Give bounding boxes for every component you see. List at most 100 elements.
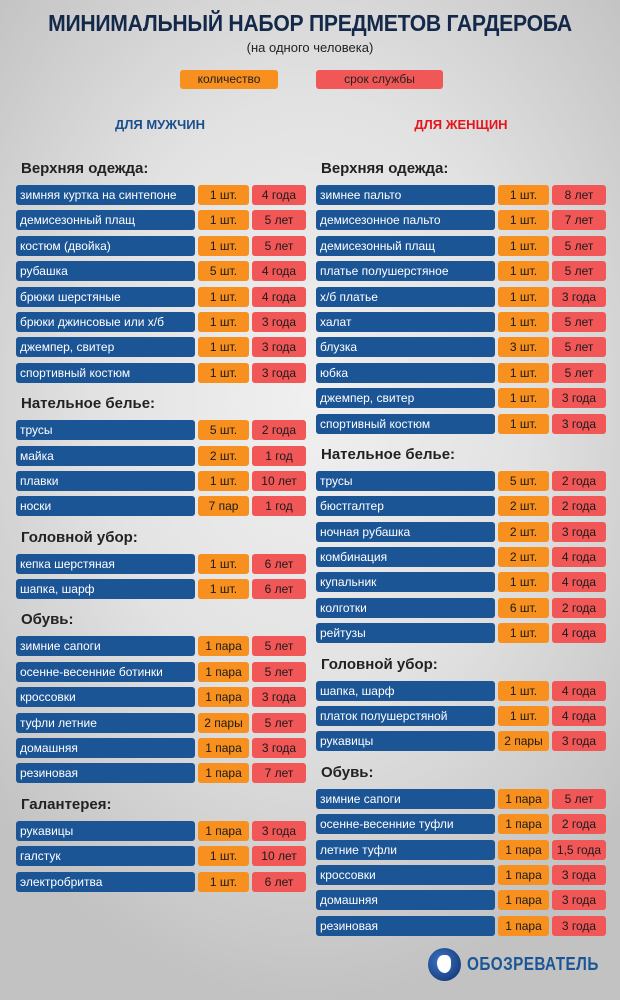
women-column-title: ДЛЯ ЖЕНЩИН [414,117,508,132]
item-quantity: 1 шт. [198,470,249,491]
table-row: шапка, шарф 1 шт. 4 года [316,680,606,701]
section: Обувь: зимние сапоги 1 пара 5 лет осенне-вес… [16,604,306,784]
item-quantity: 1 пара [198,687,249,708]
item-name: зимние сапоги [16,636,195,657]
item-quantity: 7 пар [198,496,249,517]
item-name: майка [16,445,195,466]
table-row: летние туфли 1 пара 1,5 года [316,839,606,860]
item-name: плавки [16,470,195,491]
item-name: зимнее пальто [316,185,495,205]
table-row: зимние сапоги 1 пара 5 лет [16,636,306,657]
table-row: резиновая 1 пара 7 лет [16,763,306,784]
item-quantity: 1 шт. [498,362,549,383]
table-row: носки 7 пар 1 год [16,496,306,517]
item-service-life: 2 года [552,496,606,517]
item-quantity: 2 пары [198,712,249,733]
item-service-life: 5 лет [252,661,306,682]
item-service-life: 2 года [552,814,606,835]
item-service-life: 4 года [552,572,606,593]
item-name: зимние сапоги [316,788,495,809]
section-heading: Головной убор: [21,528,138,546]
men-column-title: ДЛЯ МУЖЧИН [114,117,206,132]
item-name: осенне-весенние туфли [316,814,495,835]
table-row: платье полушерстяное 1 шт. 5 лет [316,261,606,282]
men-column: Верхняя одежда: зимняя куртка на синтепон… [16,153,306,897]
item-name: брюки шерстяные [16,286,195,307]
item-name: электробритва [16,871,195,892]
item-service-life: 2 года [252,420,306,441]
item-name: резиновая [316,915,495,936]
item-quantity: 2 шт. [198,445,249,466]
item-quantity: 1 пара [498,788,549,809]
item-name: костюм (двойка) [16,235,195,256]
page-subtitle: (на одного человека) [246,40,374,55]
item-quantity: 1 шт. [498,706,549,727]
page-title: МИНИМАЛЬНЫЙ НАБОР ПРЕДМЕТОВ ГАРДЕРОБА [48,10,572,36]
item-name: купальник [316,572,495,593]
section: Нательное белье: трусы 5 шт. 2 года майка 2 ш… [16,388,306,517]
table-row: домашняя 1 пара 3 года [16,738,306,759]
table-row: юбка 1 шт. 5 лет [316,362,606,383]
item-quantity: 1 шт. [198,579,249,600]
item-quantity: 1 шт. [198,553,249,574]
item-name: юбка [316,362,495,383]
item-quantity: 2 шт. [498,521,549,542]
item-service-life: 6 лет [252,579,306,600]
item-quantity: 1 пара [198,738,249,759]
item-quantity: 1 шт. [198,235,249,256]
section: Нательное белье: трусы 5 шт. 2 года бюстгалт… [316,439,606,644]
item-service-life: 2 года [552,470,606,491]
item-name: спортивный костюм [16,362,195,383]
table-row: трусы 5 шт. 2 года [16,420,306,441]
item-name: трусы [16,420,195,441]
item-name: рейтузы [316,623,495,644]
table-row: купальник 1 шт. 4 года [316,572,606,593]
item-service-life: 3 года [252,362,306,383]
item-service-life: 4 года [552,623,606,644]
table-row: рубашка 5 шт. 4 года [16,261,306,282]
table-row: майка 2 шт. 1 год [16,445,306,466]
table-row: джемпер, свитер 1 шт. 3 года [16,337,306,358]
item-service-life: 4 года [252,286,306,307]
item-service-life: 3 года [252,687,306,708]
section-heading: Нательное белье: [21,395,156,413]
item-name: комбинация [316,547,495,568]
item-name: демисезонный плащ [16,210,195,231]
item-quantity: 1 шт. [198,185,249,205]
table-row: комбинация 2 шт. 4 года [316,547,606,568]
table-row: рейтузы 1 шт. 4 года [316,623,606,644]
section: Головной убор: шапка, шарф 1 шт. 4 года плат… [316,649,606,752]
item-quantity: 1 шт. [198,337,249,358]
section-heading: Нательное белье: [321,445,456,463]
table-row: рукавицы 2 пары 3 года [316,731,606,752]
table-row: демисезонный плащ 1 шт. 5 лет [16,210,306,231]
section: Головной убор: кепка шерстяная 1 шт. 6 лет ш… [16,522,306,600]
item-service-life: 8 лет [552,185,606,205]
table-row: бюстгалтер 2 шт. 2 года [316,496,606,517]
table-row: кроссовки 1 пара 3 года [16,687,306,708]
item-service-life: 3 года [552,731,606,752]
item-name: платье полушерстяное [316,261,495,282]
item-service-life: 6 лет [252,553,306,574]
item-quantity: 1 шт. [498,680,549,701]
table-row: электробритва 1 шт. 6 лет [16,871,306,892]
item-quantity: 5 шт. [198,420,249,441]
item-service-life: 1,5 года [552,839,606,860]
item-name: летние туфли [316,839,495,860]
section: Верхняя одежда: зимнее пальто 1 шт. 8 лет де… [316,153,606,434]
item-service-life: 1 год [252,496,306,517]
table-row: спортивный костюм 1 шт. 3 года [16,362,306,383]
item-name: носки [16,496,195,517]
item-quantity: 1 пара [198,661,249,682]
table-row: демисезонный плащ 1 шт. 5 лет [316,235,606,256]
globe-icon [428,948,461,981]
item-service-life: 5 лет [252,210,306,231]
item-service-life: 3 года [552,286,606,307]
item-service-life: 6 лет [252,871,306,892]
item-service-life: 2 года [552,597,606,618]
item-name: платок полушерстяной [316,706,495,727]
item-quantity: 1 шт. [498,623,549,644]
table-row: галстук 1 шт. 10 лет [16,846,306,867]
item-name: кроссовки [316,864,495,885]
table-row: брюки джинсовые или х/б 1 шт. 3 года [16,311,306,332]
